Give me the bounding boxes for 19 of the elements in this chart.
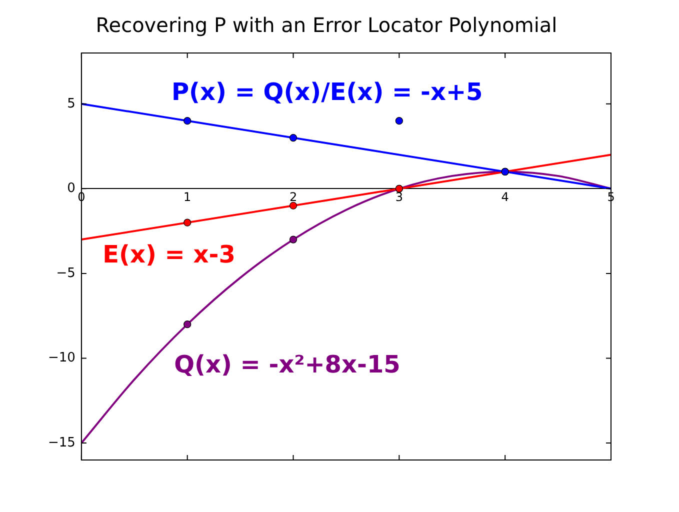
y-tick-label: −10: [48, 350, 76, 366]
point: [289, 202, 298, 210]
y-tick-label: −15: [48, 435, 76, 450]
point: [184, 117, 192, 125]
point: [289, 134, 298, 142]
point: [289, 236, 298, 244]
chart-title: Recovering P with an Error Locator Polynomial: [96, 13, 558, 38]
point: [184, 320, 192, 328]
x-tick-label: 4: [501, 190, 509, 204]
series-label: Q(x) = -x²+8x-15: [174, 350, 400, 379]
y-tick-label: 5: [67, 96, 76, 112]
point: [395, 117, 403, 125]
x-tick-label: 3: [395, 190, 403, 204]
x-tick-label: 1: [184, 190, 192, 204]
x-tick-label: 2: [289, 190, 298, 204]
series-label: P(x) = Q(x)/E(x) = -x+5: [171, 78, 483, 106]
y-tick-label: −5: [56, 266, 76, 281]
point: [184, 218, 192, 226]
series-label: E(x) = x-3: [102, 240, 236, 269]
